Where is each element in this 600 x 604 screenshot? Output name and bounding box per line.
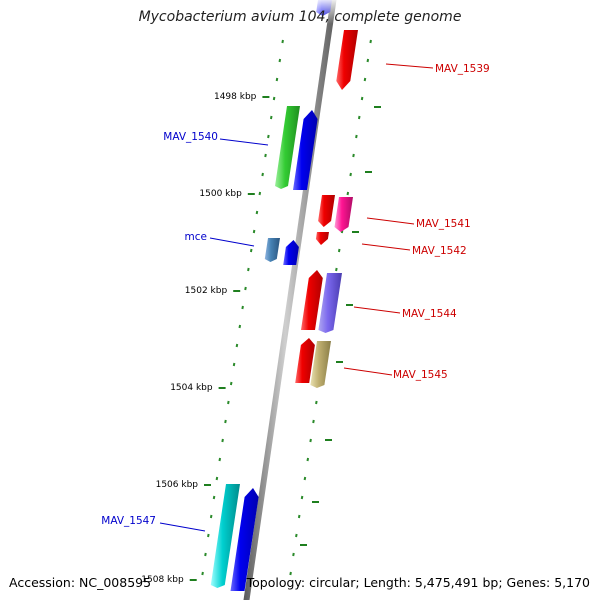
gene-label[interactable]: MAV_1547	[101, 515, 156, 527]
gene-leader-line	[353, 306, 401, 314]
gene-label[interactable]: MAV_1544	[402, 308, 457, 320]
gene-label[interactable]: MAV_1541	[416, 218, 471, 230]
gene-leader-line	[366, 217, 415, 225]
gene-arrow-mav-1544[interactable]	[301, 270, 323, 330]
gene-label[interactable]: MAV_1545	[393, 369, 448, 381]
gene-arrow-mav-1541-pink[interactable]	[334, 197, 354, 232]
gene-leader-line	[219, 138, 269, 146]
gene-leader-line	[209, 237, 255, 247]
ruler-tick-label: 1498 kbp	[214, 92, 257, 102]
accession-text: Accession: NC_008595	[9, 575, 152, 590]
gene-arrow-mav-1540-green[interactable]	[275, 106, 300, 189]
gene-arrow-mce[interactable]	[283, 240, 299, 265]
gene-arrow-mav-1539[interactable]	[336, 30, 358, 90]
ruler-tick-label: 1500 kbp	[199, 189, 242, 199]
gene-label[interactable]: mce	[185, 231, 207, 243]
gene-label[interactable]: MAV_1540	[163, 131, 218, 143]
gene-arrow-mav-1547-cyan[interactable]	[210, 484, 240, 588]
gene-leader-line	[385, 63, 434, 69]
gene-arrow-mav-1545-khaki[interactable]	[310, 341, 331, 388]
gene-arrow-mav-1547[interactable]	[230, 488, 259, 591]
genome-title: Mycobacterium avium 104, complete genome	[138, 9, 462, 25]
gene-arrow-mav-1545[interactable]	[295, 338, 315, 383]
ruler-tick-label: 1508 kbp	[141, 575, 184, 585]
ruler-tick-label: 1502 kbp	[185, 286, 228, 296]
gene-leader-line	[159, 522, 206, 532]
gene-arrow-mav-1540[interactable]	[293, 110, 318, 190]
ruler-tick-label: 1504 kbp	[170, 383, 213, 393]
gene-leader-line	[343, 367, 393, 376]
gene-arrow-mav-1544-purple[interactable]	[318, 273, 342, 333]
genome-backbone	[243, 0, 337, 600]
gene-leader-line	[361, 243, 411, 251]
topology-text: Topology: circular; Length: 5,475,491 bp…	[246, 575, 590, 590]
gene-arrow-mce-steel[interactable]	[264, 238, 280, 262]
gene-label[interactable]: MAV_1539	[435, 63, 490, 75]
gene-arrow-mav-1541[interactable]	[318, 195, 335, 227]
outer-guide-dots-left	[201, 39, 284, 576]
gene-arrow-mav-1542[interactable]	[315, 232, 329, 245]
gene-label[interactable]: MAV_1542	[412, 245, 467, 257]
ruler-tick-label: 1506 kbp	[156, 480, 199, 490]
